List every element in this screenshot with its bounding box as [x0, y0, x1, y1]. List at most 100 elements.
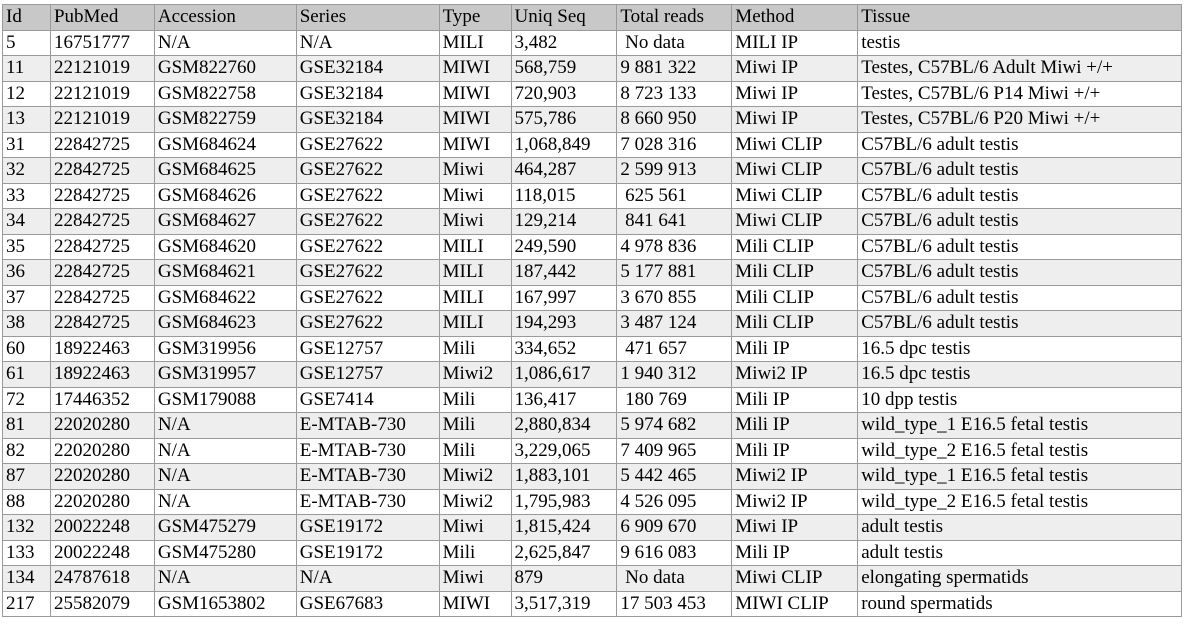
cell-tissue: elongating spermatids — [857, 565, 1182, 592]
column-header-total-reads: Total reads — [616, 4, 733, 31]
cell-series: GSE32184 — [295, 80, 440, 107]
cell-series: GSE32184 — [295, 55, 440, 82]
cell-type: MIWI — [438, 131, 512, 158]
cell-uniq-seq: 167,997 — [510, 284, 618, 311]
cell-tissue: Testes, C57BL/6 P14 Miwi +/+ — [857, 80, 1182, 107]
cell-method: Miwi CLIP — [731, 131, 859, 158]
cell-series: GSE67683 — [295, 590, 440, 617]
cell-method: MILI IP — [731, 29, 859, 56]
cell-total-reads: 1 940 312 — [616, 361, 733, 388]
cell-total-reads: 5 442 465 — [616, 463, 733, 490]
cell-method: Miwi2 IP — [731, 361, 859, 388]
cell-method: Miwi CLIP — [731, 208, 859, 235]
cell-id: 32 — [2, 157, 51, 184]
cell-pubmed: 22842725 — [49, 233, 155, 260]
cell-tissue: C57BL/6 adult testis — [857, 182, 1182, 209]
cell-accession: GSM684620 — [153, 233, 297, 260]
cell-total-reads: No data — [616, 29, 733, 56]
cell-total-reads: 4 526 095 — [616, 488, 733, 515]
table-row: 87 22020280 N/A E-MTAB-730 Miwi2 1,883,101 5 4… — [2, 463, 1182, 490]
cell-tissue: adult testis — [857, 514, 1182, 541]
cell-method: Mili IP — [731, 412, 859, 439]
cell-pubmed: 24787618 — [49, 565, 155, 592]
cell-uniq-seq: 1,815,424 — [510, 514, 618, 541]
cell-type: Mili — [438, 437, 512, 464]
table-row: 12 22121019 GSM822758 GSE32184 MIWI 720,903 8 … — [2, 80, 1182, 107]
cell-series: E-MTAB-730 — [295, 488, 440, 515]
table-row: 11 22121019 GSM822760 GSE32184 MIWI 568,759 9 … — [2, 55, 1182, 82]
cell-total-reads: 180 769 — [616, 386, 733, 413]
cell-type: MIWI — [438, 55, 512, 82]
cell-type: MILI — [438, 29, 512, 56]
cell-method: Mili CLIP — [731, 310, 859, 337]
cell-uniq-seq: 129,214 — [510, 208, 618, 235]
cell-type: Mili — [438, 335, 512, 362]
cell-tissue: round spermatids — [857, 590, 1182, 617]
cell-series: GSE27622 — [295, 182, 440, 209]
table-row: 81 22020280 N/A E-MTAB-730 Mili 2,880,834 5 97… — [2, 412, 1182, 439]
header-row: Id PubMed Accession Series Type Uniq Seq Total… — [2, 4, 1182, 31]
cell-total-reads: 3 670 855 — [616, 284, 733, 311]
cell-type: MILI — [438, 259, 512, 286]
cell-uniq-seq: 720,903 — [510, 80, 618, 107]
cell-series: N/A — [295, 565, 440, 592]
cell-pubmed: 22842725 — [49, 208, 155, 235]
cell-id: 31 — [2, 131, 51, 158]
cell-series: E-MTAB-730 — [295, 437, 440, 464]
cell-total-reads: 8 723 133 — [616, 80, 733, 107]
cell-uniq-seq: 464,287 — [510, 157, 618, 184]
cell-method: Miwi CLIP — [731, 182, 859, 209]
cell-total-reads: 2 599 913 — [616, 157, 733, 184]
cell-total-reads: 8 660 950 — [616, 106, 733, 133]
table-row: 32 22842725 GSM684625 GSE27622 Miwi 464,287 2 … — [2, 157, 1182, 184]
cell-type: Miwi — [438, 182, 512, 209]
column-header-series: Series — [295, 4, 440, 31]
cell-accession: GSM684625 — [153, 157, 297, 184]
cell-method: Miwi IP — [731, 514, 859, 541]
cell-method: Mili IP — [731, 437, 859, 464]
cell-method: Mili CLIP — [731, 259, 859, 286]
table-row: 35 22842725 GSM684620 GSE27622 MILI 249,590 4 … — [2, 233, 1182, 260]
cell-tissue: wild_type_2 E16.5 fetal testis — [857, 437, 1182, 464]
cell-tissue: C57BL/6 adult testis — [857, 310, 1182, 337]
cell-total-reads: 9 616 083 — [616, 539, 733, 566]
cell-tissue: adult testis — [857, 539, 1182, 566]
cell-id: 60 — [2, 335, 51, 362]
table-row: 133 20022248 GSM475280 GSE19172 Mili 2,625,84… — [2, 539, 1182, 566]
cell-accession: GSM822759 — [153, 106, 297, 133]
cell-total-reads: 3 487 124 — [616, 310, 733, 337]
cell-id: 134 — [2, 565, 51, 592]
cell-type: MIWI — [438, 106, 512, 133]
cell-uniq-seq: 249,590 — [510, 233, 618, 260]
cell-method: Mili CLIP — [731, 284, 859, 311]
table-body: 5 16751777 N/A N/A MILI 3,482 No data MILI IP t… — [2, 29, 1182, 617]
table-row: 217 25582079 GSM1653802 GSE67683 MIWI 3,517,3… — [2, 590, 1182, 617]
cell-series: GSE19172 — [295, 539, 440, 566]
cell-tissue: C57BL/6 adult testis — [857, 208, 1182, 235]
cell-pubmed: 18922463 — [49, 361, 155, 388]
cell-pubmed: 22842725 — [49, 284, 155, 311]
cell-pubmed: 17446352 — [49, 386, 155, 413]
cell-uniq-seq: 575,786 — [510, 106, 618, 133]
cell-accession: N/A — [153, 412, 297, 439]
cell-tissue: C57BL/6 adult testis — [857, 157, 1182, 184]
cell-tissue: wild_type_2 E16.5 fetal testis — [857, 488, 1182, 515]
table-row: 36 22842725 GSM684621 GSE27622 MILI 187,442 5 … — [2, 259, 1182, 286]
cell-uniq-seq: 136,417 — [510, 386, 618, 413]
table-row: 31 22842725 GSM684624 GSE27622 MIWI 1,068,849… — [2, 131, 1182, 158]
cell-pubmed: 22842725 — [49, 131, 155, 158]
cell-uniq-seq: 194,293 — [510, 310, 618, 337]
cell-tissue: C57BL/6 adult testis — [857, 131, 1182, 158]
cell-series: GSE27622 — [295, 233, 440, 260]
cell-uniq-seq: 2,625,847 — [510, 539, 618, 566]
cell-id: 87 — [2, 463, 51, 490]
cell-id: 61 — [2, 361, 51, 388]
cell-uniq-seq: 568,759 — [510, 55, 618, 82]
cell-method: Miwi IP — [731, 80, 859, 107]
cell-id: 81 — [2, 412, 51, 439]
cell-tissue: wild_type_1 E16.5 fetal testis — [857, 412, 1182, 439]
table-row: 34 22842725 GSM684627 GSE27622 Miwi 129,214 8… — [2, 208, 1182, 235]
column-header-uniq-seq: Uniq Seq — [510, 4, 618, 31]
cell-method: Miwi2 IP — [731, 488, 859, 515]
cell-method: MIWI CLIP — [731, 590, 859, 617]
